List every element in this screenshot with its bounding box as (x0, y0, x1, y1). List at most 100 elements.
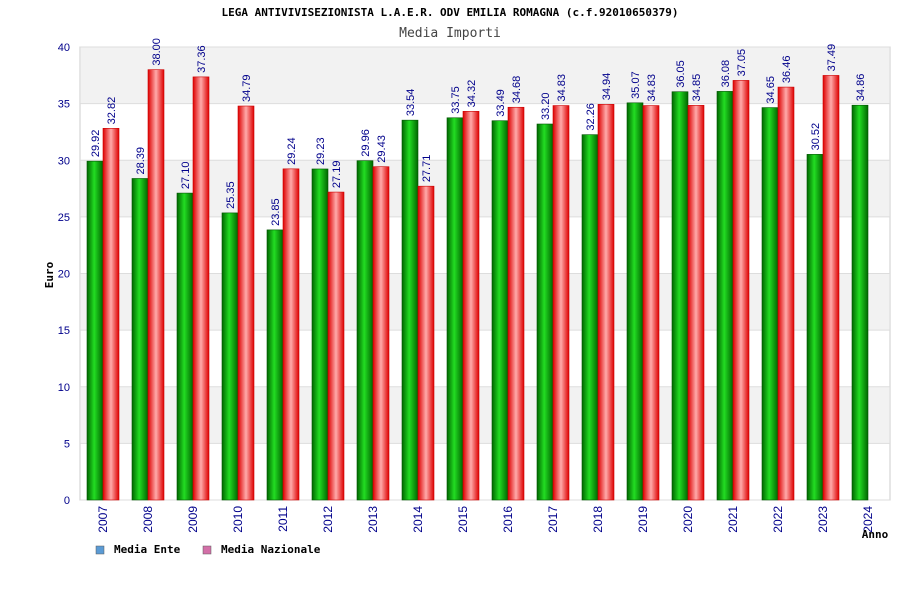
bar-media-nazionale-2022 (777, 86, 795, 501)
y-tick-label: 10 (58, 382, 70, 394)
bar-media-nazionale-2016 (507, 106, 525, 501)
y-tick-label: 20 (58, 269, 70, 281)
data-label: 35.07 (630, 71, 642, 99)
legend-label-media-nazionale: Media Nazionale (221, 543, 321, 556)
x-tick-label: 2020 (681, 506, 695, 533)
x-tick-label: 2010 (231, 506, 245, 533)
bar-media-ente-2012 (311, 168, 329, 501)
data-label: 25.35 (225, 181, 237, 209)
bar-media-nazionale-2010 (237, 105, 255, 501)
x-tick-label: 2011 (276, 506, 290, 532)
y-axis-label: Euro (43, 261, 56, 288)
data-label: 30.52 (810, 123, 822, 151)
data-label: 27.19 (331, 161, 343, 189)
bars (86, 69, 869, 501)
bar-media-ente-2022 (761, 107, 779, 501)
data-label: 36.08 (720, 60, 732, 88)
bar-media-nazionale-2008 (147, 69, 165, 501)
data-label: 27.10 (180, 162, 192, 190)
bar-media-ente-2019 (626, 102, 644, 501)
bar-media-ente-2008 (131, 178, 149, 501)
bar-media-ente-2021 (716, 91, 734, 501)
data-label: 33.49 (495, 89, 507, 117)
bar-media-nazionale-2020 (687, 105, 705, 501)
data-label: 34.86 (855, 74, 867, 102)
bar-media-nazionale-2009 (192, 76, 210, 501)
x-tick-label: 2023 (816, 506, 830, 533)
bar-media-nazionale-2018 (597, 104, 615, 501)
bar-media-ente-2007 (86, 160, 104, 501)
data-label: 34.65 (765, 76, 777, 104)
data-label: 29.43 (376, 135, 388, 163)
data-label: 34.83 (556, 74, 568, 102)
bar-media-ente-2024 (851, 104, 869, 501)
x-tick-label: 2017 (546, 506, 560, 533)
grid-lines (80, 46, 890, 501)
data-label: 37.05 (736, 49, 748, 77)
bar-media-nazionale-2017 (552, 105, 570, 501)
data-label: 28.39 (135, 147, 147, 175)
legend-label-media-ente: Media Ente (114, 543, 181, 556)
bar-media-ente-2023 (806, 154, 824, 501)
bar-media-ente-2016 (491, 120, 509, 501)
x-tick-label: 2021 (726, 506, 740, 533)
data-label: 36.05 (675, 60, 687, 88)
data-labels: 29.92 32.82 28.39 38.00 27.10 37.36 25.35 34.79… (90, 38, 867, 226)
y-tick-label: 15 (58, 325, 70, 337)
data-label: 23.85 (270, 198, 282, 226)
bar-media-nazionale-2012 (327, 191, 345, 501)
bar-media-ente-2018 (581, 134, 599, 501)
data-label: 32.82 (106, 97, 118, 125)
x-tick-label: 2019 (636, 506, 650, 533)
data-label: 29.92 (90, 130, 102, 158)
y-tick-label: 30 (58, 155, 70, 167)
y-tick-label: 35 (58, 99, 70, 111)
y-tick-label: 25 (58, 212, 70, 224)
bar-media-nazionale-2015 (462, 111, 480, 501)
x-tick-label: 2014 (411, 506, 425, 533)
bar-media-nazionale-2014 (417, 185, 435, 501)
bar-media-ente-2015 (446, 117, 464, 501)
x-tick-label: 2008 (141, 506, 155, 533)
x-axis-label: Anno (862, 528, 889, 541)
bar-media-ente-2013 (356, 160, 374, 501)
data-label: 34.68 (511, 76, 523, 104)
data-label: 29.96 (360, 129, 372, 157)
y-tick-label: 0 (64, 495, 70, 507)
data-label: 34.83 (646, 74, 658, 102)
x-tick-label: 2024 (861, 506, 875, 533)
legend: Media Ente Media Nazionale (95, 543, 321, 556)
data-label: 34.79 (241, 74, 253, 102)
x-tick-label: 2013 (366, 506, 380, 533)
bar-media-ente-2017 (536, 123, 554, 501)
bar-media-nazionale-2021 (732, 80, 750, 501)
bar-media-ente-2010 (221, 212, 239, 501)
data-label: 29.23 (315, 137, 327, 165)
data-label: 27.71 (421, 155, 433, 183)
bar-media-nazionale-2013 (372, 166, 390, 501)
bar-media-nazionale-2019 (642, 105, 660, 501)
y-tick-label: 40 (58, 42, 70, 54)
x-axis-ticks: 2007 2008 2009 2010 2011 2012 2013 2014 2015 2016… (96, 506, 875, 533)
bar-media-nazionale-2023 (822, 75, 840, 501)
data-label: 36.46 (781, 56, 793, 84)
x-tick-label: 2015 (456, 506, 470, 533)
data-label: 32.26 (585, 103, 597, 131)
data-label: 29.24 (286, 137, 298, 165)
x-tick-label: 2012 (321, 506, 335, 533)
data-label: 34.85 (691, 74, 703, 102)
y-axis-ticks: 0 5 10 15 20 25 30 35 40 (58, 42, 70, 507)
x-tick-label: 2016 (501, 506, 515, 533)
data-label: 37.49 (826, 44, 838, 72)
bar-media-ente-2014 (401, 119, 419, 501)
x-tick-label: 2009 (186, 506, 200, 533)
legend-swatch-media-nazionale (202, 545, 212, 555)
chart-subtitle: Media Importi (399, 26, 501, 41)
data-label: 33.75 (450, 86, 462, 114)
data-label: 33.54 (405, 89, 417, 117)
x-tick-label: 2022 (771, 506, 785, 533)
data-label: 34.94 (601, 73, 613, 101)
chart-title: LEGA ANTIVIVISEZIONISTA L.A.E.R. ODV EMI… (222, 6, 679, 19)
bar-media-ente-2011 (266, 229, 284, 501)
data-label: 33.20 (540, 92, 552, 120)
